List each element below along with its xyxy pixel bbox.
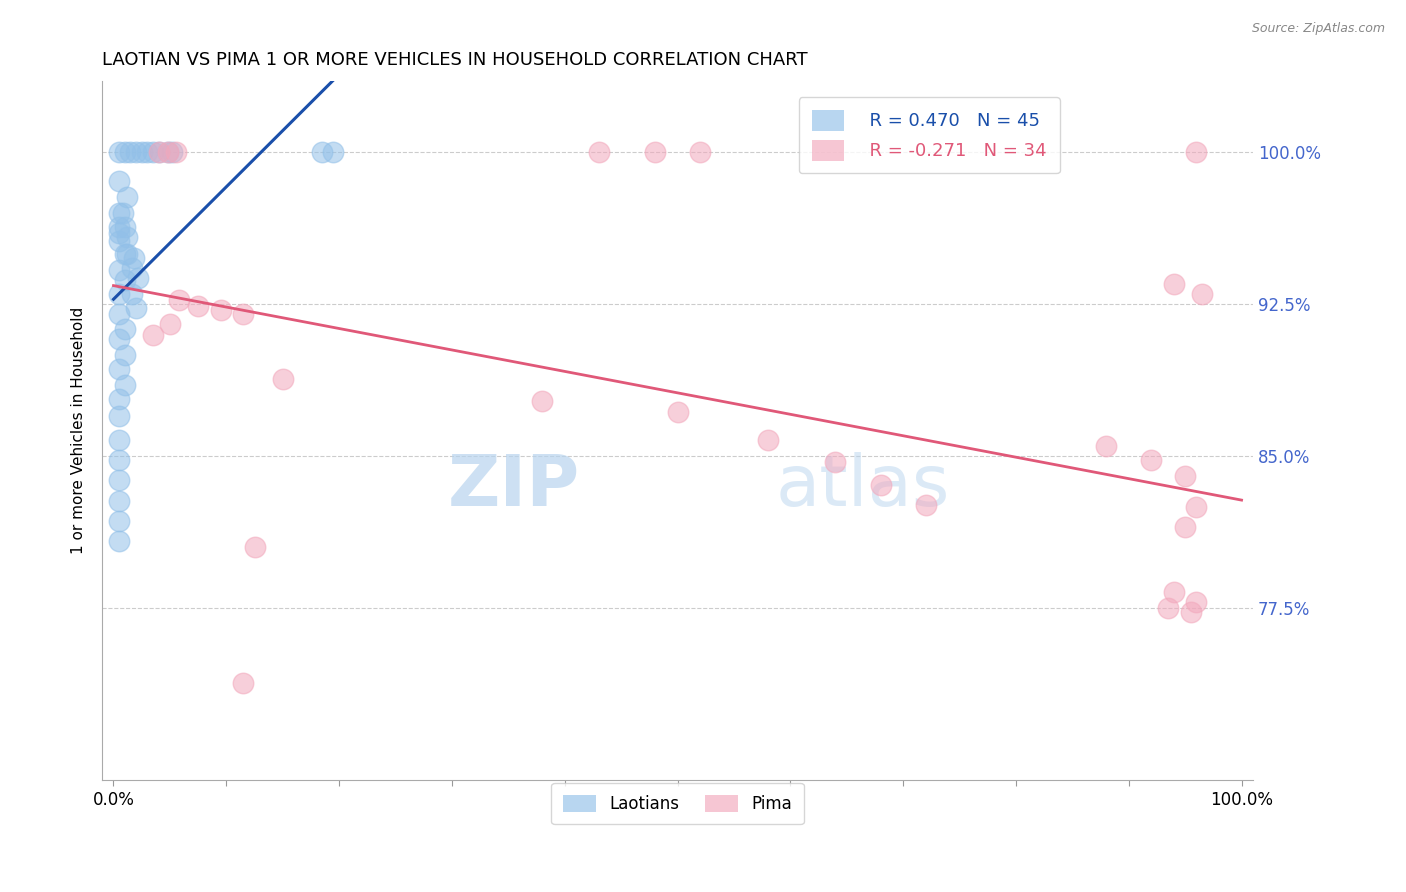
Point (114, 321, 136, 335)
Point (108, 227, 131, 241)
Point (120, 145, 142, 160)
Point (108, 287, 131, 301)
Point (108, 262, 131, 277)
Text: Source: ZipAtlas.com: Source: ZipAtlas.com (1251, 22, 1385, 36)
Point (1163, 277, 1185, 291)
Point (108, 453, 131, 467)
Point (1174, 520, 1197, 534)
Point (869, 477, 891, 491)
Point (1180, 605, 1202, 619)
Point (108, 493, 131, 508)
Point (209, 303, 232, 318)
Point (121, 287, 143, 301)
Point (1191, 287, 1213, 301)
Point (136, 145, 159, 160)
Point (114, 378, 136, 392)
Point (689, 145, 711, 160)
Point (108, 332, 131, 346)
Point (108, 392, 131, 407)
Point (159, 318, 181, 332)
Point (1140, 453, 1163, 467)
Legend: Laotians, Pima: Laotians, Pima (551, 783, 804, 824)
Point (108, 474, 131, 488)
Point (322, 145, 344, 160)
Point (156, 145, 179, 160)
Text: atlas: atlas (775, 452, 949, 521)
Point (644, 145, 666, 160)
Point (108, 409, 131, 423)
Point (114, 273, 136, 287)
Text: ZIP: ZIP (447, 452, 579, 521)
Point (165, 145, 187, 160)
Point (1095, 439, 1118, 453)
Point (1174, 469, 1197, 483)
Point (108, 514, 131, 528)
Point (1157, 601, 1180, 615)
Point (167, 293, 190, 307)
Point (108, 534, 131, 549)
Point (108, 145, 131, 160)
Point (125, 145, 148, 160)
Point (824, 455, 846, 469)
Point (108, 206, 131, 220)
Point (232, 676, 254, 690)
Point (1185, 145, 1208, 160)
Point (1163, 585, 1185, 599)
Point (114, 145, 136, 160)
Point (311, 145, 333, 160)
Point (588, 145, 610, 160)
Point (115, 190, 138, 204)
Point (142, 145, 165, 160)
Point (271, 372, 294, 386)
Point (131, 145, 153, 160)
Point (148, 145, 170, 160)
Point (114, 246, 136, 260)
Point (125, 301, 148, 316)
Point (115, 246, 138, 260)
Point (108, 433, 131, 447)
Point (108, 173, 131, 187)
Point (108, 220, 131, 235)
Y-axis label: 1 or more Vehicles in Household: 1 or more Vehicles in Household (72, 307, 86, 555)
Point (142, 327, 165, 342)
Point (108, 307, 131, 321)
Point (1185, 500, 1208, 514)
Point (666, 404, 689, 418)
Point (108, 235, 131, 249)
Point (148, 145, 170, 160)
Point (1185, 595, 1208, 609)
Point (914, 498, 936, 512)
Point (121, 260, 143, 275)
Text: LAOTIAN VS PIMA 1 OR MORE VEHICLES IN HOUSEHOLD CORRELATION CHART: LAOTIAN VS PIMA 1 OR MORE VEHICLES IN HO… (103, 51, 808, 69)
Point (243, 541, 266, 555)
Point (187, 299, 209, 313)
Point (160, 145, 183, 160)
Point (156, 145, 179, 160)
Point (127, 271, 149, 285)
Point (111, 206, 134, 220)
Point (115, 230, 138, 244)
Point (232, 307, 254, 321)
Point (756, 433, 779, 447)
Point (108, 362, 131, 376)
Point (531, 394, 554, 409)
Point (122, 251, 145, 265)
Point (114, 220, 136, 235)
Point (114, 348, 136, 362)
